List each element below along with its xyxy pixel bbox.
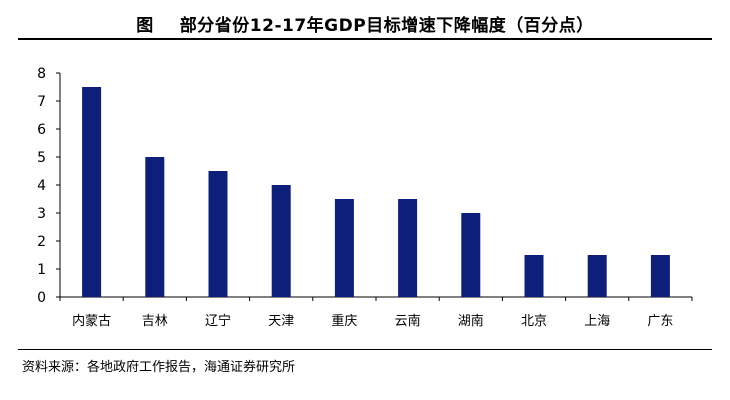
x-tick-label: 吉林 <box>142 314 168 329</box>
bar <box>334 199 354 297</box>
x-tick-label: 天津 <box>268 314 294 329</box>
bar <box>208 171 228 297</box>
bar <box>398 199 418 297</box>
source-text: 各地政府工作报告，海通证券研究所 <box>87 360 296 375</box>
chart-title: 部分省份12-17年GDP目标增速下降幅度（百分点） <box>179 15 594 36</box>
y-tick-label: 5 <box>37 150 46 166</box>
figure-label: 图 <box>136 15 154 36</box>
x-tick-label: 重庆 <box>331 313 357 329</box>
x-tick-label: 湖南 <box>458 313 484 329</box>
y-tick-label: 6 <box>37 122 46 138</box>
source-note: 资料来源：各地政府工作报告，海通证券研究所 <box>18 349 712 375</box>
x-tick-label: 北京 <box>521 314 547 329</box>
chart-title-bar: 图 部分省份12-17年GDP目标增速下降幅度（百分点） <box>18 8 712 40</box>
x-tick-label: 上海 <box>584 314 610 329</box>
y-tick-label: 4 <box>37 178 46 194</box>
x-tick-label: 内蒙古 <box>72 313 111 329</box>
y-tick-label: 3 <box>37 206 46 222</box>
bar <box>650 255 670 297</box>
source-label: 资料来源： <box>22 360 88 375</box>
y-tick-label: 7 <box>37 94 46 110</box>
y-tick-label: 2 <box>37 234 46 250</box>
bar <box>524 255 544 297</box>
bar <box>82 87 102 297</box>
bar <box>145 157 165 297</box>
bar <box>461 213 481 297</box>
bar-chart: 0 1 2 3 4 5 6 7 8 内蒙古 吉林 辽宁 天津 重庆 云南 湖南 北京 上海 广东 <box>37 66 693 329</box>
x-tick-label: 广东 <box>647 314 673 329</box>
bar <box>271 185 291 297</box>
y-tick-label: 8 <box>37 66 46 82</box>
y-tick-label: 1 <box>37 262 46 278</box>
x-tick-label: 云南 <box>395 313 421 329</box>
y-tick-label: 0 <box>37 290 46 306</box>
bar <box>587 255 607 297</box>
x-tick-label: 辽宁 <box>205 313 231 329</box>
